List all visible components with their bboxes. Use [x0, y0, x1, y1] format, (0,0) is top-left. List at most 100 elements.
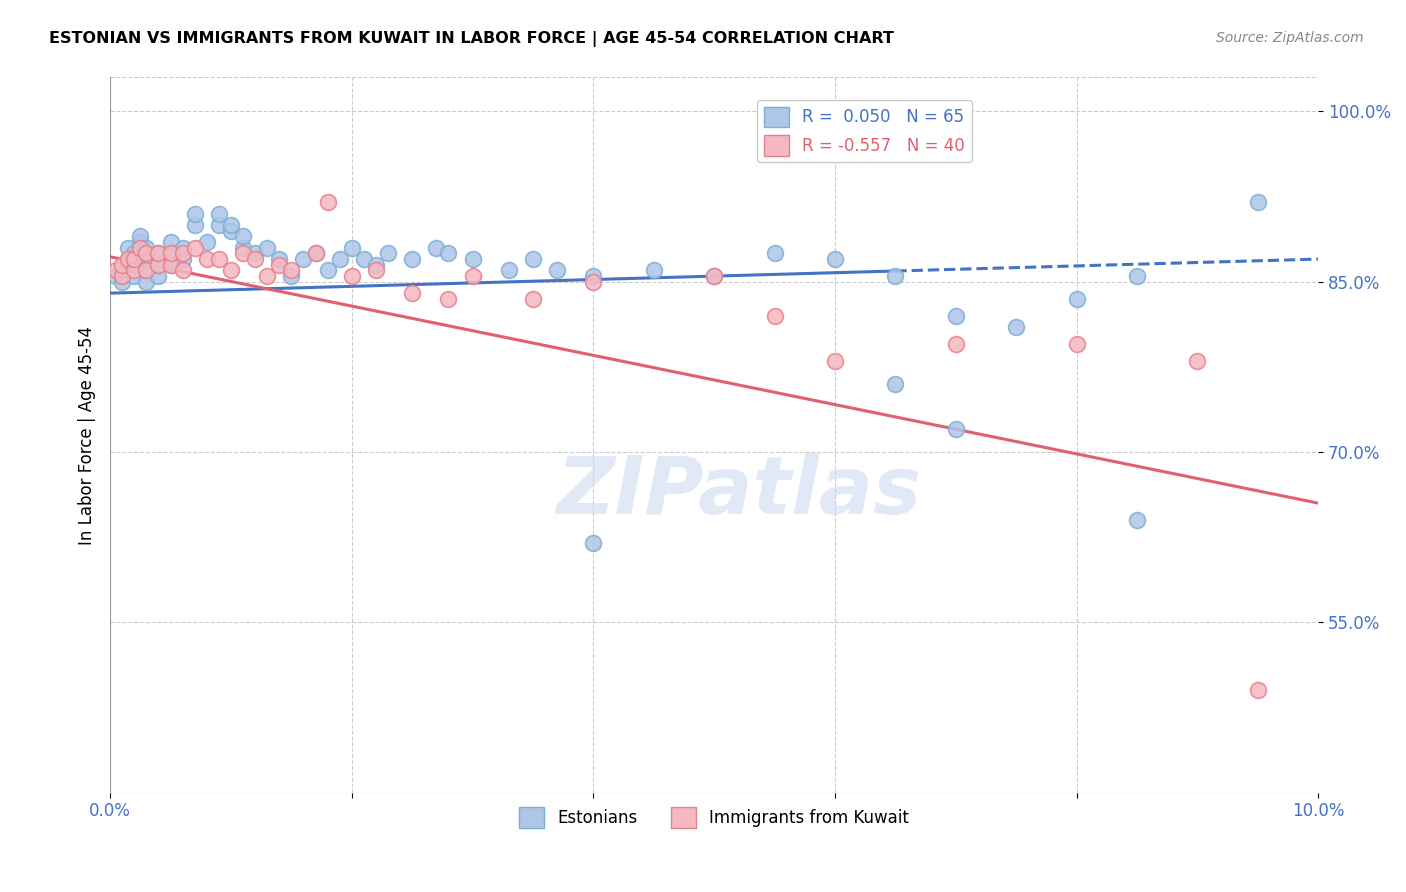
Text: ZIPatlas: ZIPatlas: [555, 453, 921, 532]
Point: [129, 229, 152, 244]
Point: [219, 224, 242, 238]
Point: [219, 263, 242, 277]
Point: [461, 269, 484, 284]
Point: [183, 218, 205, 232]
Point: [135, 263, 157, 277]
Point: [1247, 683, 1270, 698]
Point: [437, 246, 460, 260]
Point: [135, 241, 157, 255]
Point: [148, 258, 170, 272]
Point: [1187, 354, 1209, 368]
Point: [643, 263, 665, 277]
Point: [117, 252, 139, 266]
Point: [498, 263, 520, 277]
Point: [172, 246, 194, 260]
Text: ESTONIAN VS IMMIGRANTS FROM KUWAIT IN LABOR FORCE | AGE 45-54 CORRELATION CHART: ESTONIAN VS IMMIGRANTS FROM KUWAIT IN LA…: [49, 31, 894, 47]
Point: [316, 195, 339, 210]
Point: [461, 252, 484, 266]
Point: [945, 422, 967, 436]
Point: [522, 292, 544, 306]
Point: [304, 246, 326, 260]
Point: [135, 275, 157, 289]
Point: [117, 252, 139, 266]
Point: [232, 241, 254, 255]
Point: [219, 218, 242, 232]
Point: [269, 258, 291, 272]
Point: [280, 263, 302, 277]
Point: [148, 269, 170, 284]
Point: [105, 263, 128, 277]
Text: Source: ZipAtlas.com: Source: ZipAtlas.com: [1216, 31, 1364, 45]
Point: [124, 246, 146, 260]
Point: [135, 263, 157, 277]
Point: [183, 207, 205, 221]
Point: [124, 269, 146, 284]
Point: [1066, 292, 1088, 306]
Point: [135, 246, 157, 260]
Point: [105, 269, 128, 284]
Point: [159, 246, 181, 260]
Point: [703, 269, 725, 284]
Point: [1005, 320, 1028, 334]
Y-axis label: In Labor Force | Age 45-54: In Labor Force | Age 45-54: [79, 326, 96, 544]
Point: [582, 275, 605, 289]
Point: [1247, 195, 1270, 210]
Point: [280, 269, 302, 284]
Point: [340, 241, 363, 255]
Point: [401, 286, 423, 301]
Point: [884, 376, 907, 391]
Point: [124, 258, 146, 272]
Point: [172, 241, 194, 255]
Point: [124, 263, 146, 277]
Point: [117, 241, 139, 255]
Point: [195, 252, 218, 266]
Point: [824, 354, 846, 368]
Point: [824, 252, 846, 266]
Point: [329, 252, 352, 266]
Point: [148, 246, 170, 260]
Point: [522, 252, 544, 266]
Point: [763, 309, 786, 323]
Point: [208, 207, 231, 221]
Point: [1066, 337, 1088, 351]
Point: [159, 258, 181, 272]
Point: [111, 275, 134, 289]
Point: [703, 269, 725, 284]
Point: [364, 258, 387, 272]
Point: [232, 229, 254, 244]
Point: [208, 218, 231, 232]
Point: [340, 269, 363, 284]
Point: [546, 263, 568, 277]
Point: [401, 252, 423, 266]
Point: [945, 309, 967, 323]
Point: [763, 246, 786, 260]
Point: [159, 258, 181, 272]
Point: [183, 241, 205, 255]
Point: [292, 252, 315, 266]
Point: [195, 235, 218, 249]
Point: [172, 263, 194, 277]
Point: [884, 269, 907, 284]
Point: [148, 246, 170, 260]
Legend: Estonians, Immigrants from Kuwait: Estonians, Immigrants from Kuwait: [513, 801, 915, 834]
Point: [582, 536, 605, 550]
Point: [304, 246, 326, 260]
Point: [208, 252, 231, 266]
Point: [124, 252, 146, 266]
Point: [1126, 269, 1149, 284]
Point: [364, 263, 387, 277]
Point: [945, 337, 967, 351]
Point: [243, 252, 266, 266]
Point: [269, 252, 291, 266]
Point: [377, 246, 399, 260]
Point: [159, 246, 181, 260]
Point: [232, 246, 254, 260]
Point: [111, 263, 134, 277]
Point: [582, 269, 605, 284]
Point: [425, 241, 447, 255]
Point: [437, 292, 460, 306]
Point: [111, 258, 134, 272]
Point: [172, 252, 194, 266]
Point: [159, 235, 181, 249]
Point: [129, 241, 152, 255]
